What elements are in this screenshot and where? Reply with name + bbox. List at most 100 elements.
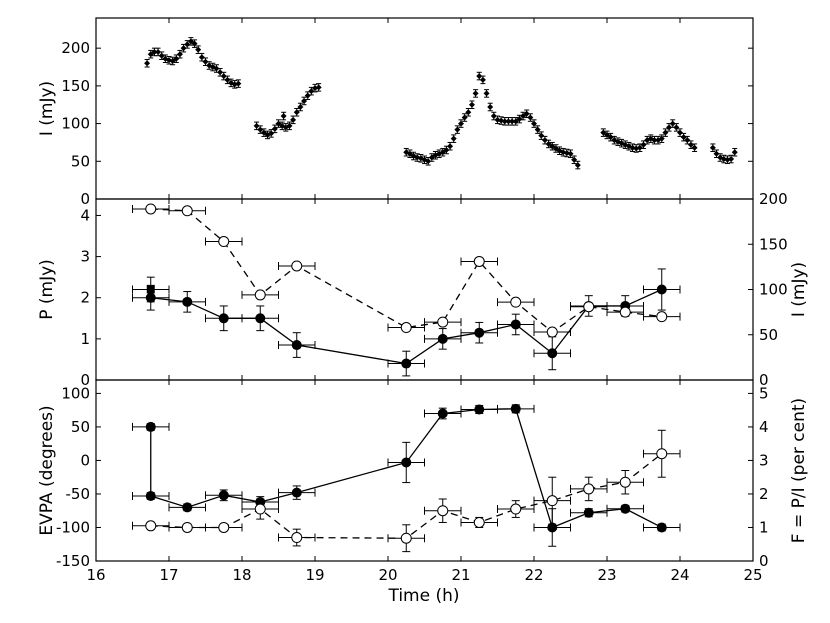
intensity-point: [691, 144, 698, 151]
evpa-y2tick-label: 0: [759, 552, 769, 570]
evpa-y2tick-label: 2: [759, 485, 769, 503]
polarized-y2tick-label: 200: [759, 190, 788, 208]
polarized-open-point: [254, 289, 266, 301]
intensity-point: [286, 122, 293, 129]
evpa-point: [291, 487, 302, 498]
polarized-square-point: [146, 285, 155, 294]
polarized-open-point: [510, 296, 522, 308]
polarized-open-point: [619, 306, 631, 318]
evpa-y2tick-label: 3: [759, 451, 769, 469]
evpa-open-point: [583, 483, 595, 495]
intensity-point: [195, 46, 202, 53]
intensity-point: [293, 109, 300, 116]
intensity-ytick-label: 100: [61, 115, 90, 133]
intensity-panel: 0 50 100 150 200 I (mJy): [37, 17, 754, 208]
evpa-open-point: [145, 520, 157, 532]
intensity-point: [501, 118, 508, 125]
intensity-point: [173, 55, 180, 62]
intensity-point: [574, 162, 581, 169]
x-tick-label: 24: [670, 566, 689, 584]
polarized-open-point: [181, 205, 193, 217]
intensity-point: [516, 116, 523, 123]
evpa-ytick-label: 50: [71, 418, 90, 436]
polarized-y2tick-label: 150: [759, 235, 788, 253]
evpa-open-point: [291, 532, 303, 544]
intensity-point: [713, 150, 720, 157]
intensity-point: [487, 103, 494, 110]
evpa-point: [401, 457, 412, 468]
intensity-point: [666, 124, 673, 131]
intensity-point: [709, 144, 716, 151]
intensity-point: [198, 54, 205, 61]
intensity-point: [636, 144, 643, 151]
polarized-ytick-label: 1: [80, 330, 90, 348]
evpa-panel: 16 17 18 19 20 21 22 23 24 25-150-100-50050100012…: [37, 379, 809, 584]
polarized-ytick-label: 4: [80, 206, 90, 224]
evpa-open-point: [400, 532, 412, 544]
intensity-point: [677, 129, 683, 136]
polarized-y2label: I (mJy): [789, 262, 809, 317]
intensity-point: [217, 69, 224, 76]
intensity-point: [180, 45, 187, 52]
polarized-point: [218, 313, 229, 324]
evpa-point: [474, 404, 485, 415]
evpa-series-line: [150, 408, 663, 529]
polarized-y2tick-label: 100: [759, 281, 788, 299]
evpa-y2label: F = P/I (per cent): [789, 398, 809, 543]
intensity-point: [454, 126, 461, 133]
polarized-open-point: [656, 311, 668, 323]
intensity-point: [158, 52, 165, 59]
x-tick-label: 20: [378, 566, 397, 584]
intensity-point: [224, 76, 231, 83]
evpa-y2tick-label: 1: [759, 518, 769, 536]
evpa-point: [437, 408, 448, 419]
intensity-ylabel: I (mJy): [37, 81, 57, 136]
intensity-point: [280, 113, 287, 120]
evpa-ytick-label: -100: [56, 518, 90, 536]
intensity-point: [684, 137, 691, 144]
intensity-point: [479, 76, 486, 83]
evpa-open-point: [656, 448, 668, 460]
evpa-open-point: [218, 521, 230, 533]
intensity-point: [297, 103, 304, 110]
evpa-point: [145, 490, 156, 501]
intensity-point: [538, 132, 545, 139]
x-tick-label: 25: [743, 566, 762, 584]
intensity-point: [268, 130, 275, 137]
intensity-point: [184, 41, 191, 48]
evpa-ytick-label: 100: [61, 384, 90, 402]
polarized-open-point: [583, 301, 595, 313]
intensity-point: [191, 40, 198, 47]
evpa-ytick-label: -50: [66, 485, 91, 503]
polarized-ylabel: P (mJy): [37, 259, 57, 320]
intensity-point: [458, 120, 464, 127]
intensity-point: [271, 125, 278, 132]
intensity-point: [728, 156, 735, 163]
x-tick-label: 23: [597, 566, 616, 584]
evpa-point: [218, 490, 229, 501]
polarized-point: [474, 327, 485, 338]
polarized-open-point: [437, 316, 449, 328]
intensity-point: [669, 120, 676, 127]
polarized-y2tick-label: 0: [759, 371, 769, 389]
evpa-ytick-label: 0: [80, 451, 90, 469]
x-tick-label: 21: [451, 566, 470, 584]
polarized-point: [547, 348, 558, 359]
intensity-ytick-label: 0: [80, 190, 90, 208]
x-tick-label: 17: [159, 566, 178, 584]
intensity-point: [202, 58, 209, 65]
intensity-point: [673, 124, 680, 131]
intensity-point: [476, 73, 483, 80]
evpa-open-point: [181, 521, 193, 533]
intensity-point: [176, 51, 183, 58]
evpa-point: [656, 522, 667, 533]
intensity-point: [680, 134, 687, 141]
intensity-point: [731, 149, 738, 156]
x-tick-label: 19: [305, 566, 324, 584]
evpa-point: [547, 522, 558, 533]
x-tick-label: 22: [524, 566, 543, 584]
evpa-open-point: [254, 503, 266, 515]
intensity-point: [483, 90, 490, 97]
